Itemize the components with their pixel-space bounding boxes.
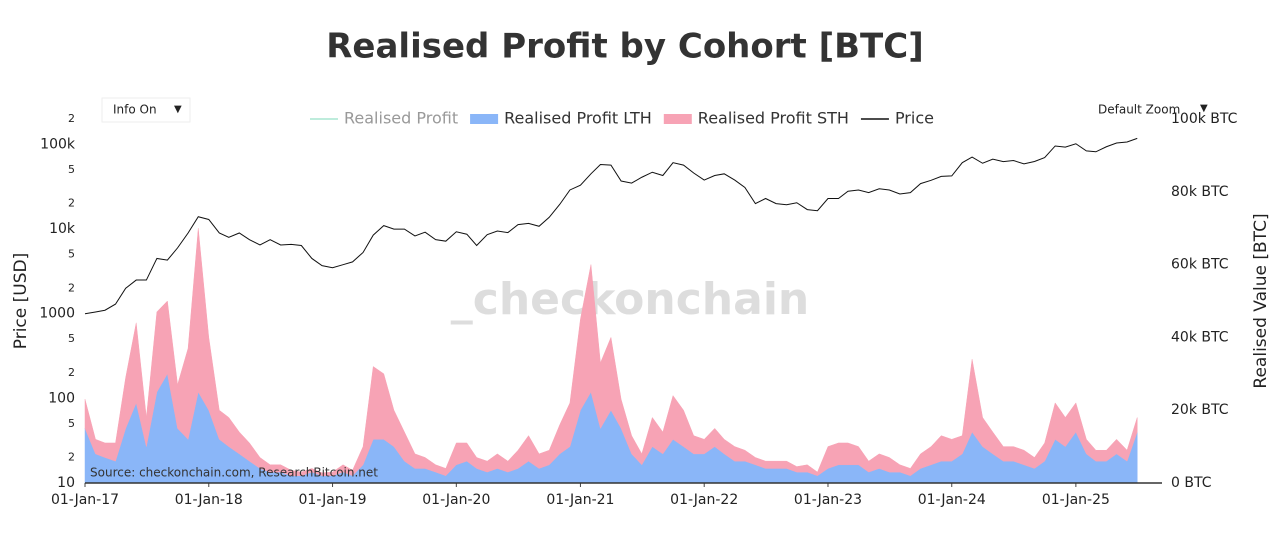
button-box[interactable] <box>1088 98 1216 124</box>
y-tick-label: 2 <box>68 366 75 379</box>
x-tick-label: 01-Jan-20 <box>422 492 490 508</box>
x-tick-label: 01-Jan-21 <box>546 492 614 508</box>
y-tick-label: 10k <box>49 221 76 237</box>
info-button[interactable]: Info On ▼ <box>101 97 191 123</box>
zoom-button[interactable]: Default Zoom ▼ <box>1088 98 1216 124</box>
x-tick-label: 01-Jan-17 <box>51 492 119 508</box>
y2-tick-label: 20k BTC <box>1171 402 1229 418</box>
watermark: _checkonchain <box>451 274 809 325</box>
y-tick-label: 10 <box>57 475 75 491</box>
legend-label[interactable]: Realised Profit STH <box>698 109 849 128</box>
y-tick-label: 2 <box>68 451 75 464</box>
price-line <box>84 137 1138 315</box>
x-tick-label: 01-Jan-25 <box>1042 492 1110 508</box>
y-tick-label: 100k <box>40 136 76 152</box>
y-tick-label: 5 <box>68 417 75 430</box>
x-tick-label: 01-Jan-19 <box>299 492 367 508</box>
y2-tick-label: 80k BTC <box>1171 184 1229 200</box>
y-tick-label: 1000 <box>39 306 75 322</box>
y2-axis-label: Realised Value [BTC] <box>1251 213 1271 388</box>
y-tick-label: 2 <box>68 281 75 294</box>
x-tick-label: 01-Jan-24 <box>918 492 986 508</box>
legend-label[interactable]: Realised Profit <box>344 109 458 128</box>
legend-swatch <box>663 114 692 124</box>
y2-tick-label: 40k BTC <box>1171 329 1229 345</box>
x-tick-label: 01-Jan-18 <box>175 492 243 508</box>
y-tick-label: 5 <box>68 163 75 176</box>
x-tick-label: 01-Jan-22 <box>670 492 738 508</box>
dropdown-arrow[interactable]: ▼ <box>1200 103 1208 114</box>
y-tick-label: 5 <box>68 248 75 261</box>
chart-title: Realised Profit by Cohort [BTC] <box>326 27 924 67</box>
legend-label[interactable]: Price <box>895 109 934 128</box>
y2-tick-label: 100k BTC <box>1171 111 1238 127</box>
y-tick-label: 5 <box>68 332 75 345</box>
x-tick-label: 01-Jan-23 <box>794 492 862 508</box>
dropdown-arrow[interactable]: ▼ <box>174 104 182 115</box>
y-tick-label: 100 <box>48 390 75 406</box>
y-tick-label: 2 <box>68 112 75 125</box>
button-box[interactable] <box>101 97 191 123</box>
source-note: Source: checkonchain.com, ResearchBitcoi… <box>90 466 378 480</box>
button-label[interactable]: Default Zoom <box>1098 103 1180 117</box>
y2-tick-label: 60k BTC <box>1171 257 1229 273</box>
area <box>84 228 1138 477</box>
y-tick-label: 2 <box>68 197 75 210</box>
legend-swatch <box>470 114 499 124</box>
legend-label[interactable]: Realised Profit LTH <box>504 109 652 128</box>
y2-tick-label: 0 BTC <box>1171 475 1212 491</box>
button-label[interactable]: Info On <box>113 103 157 117</box>
y-axis-label: Price [USD] <box>11 253 31 349</box>
